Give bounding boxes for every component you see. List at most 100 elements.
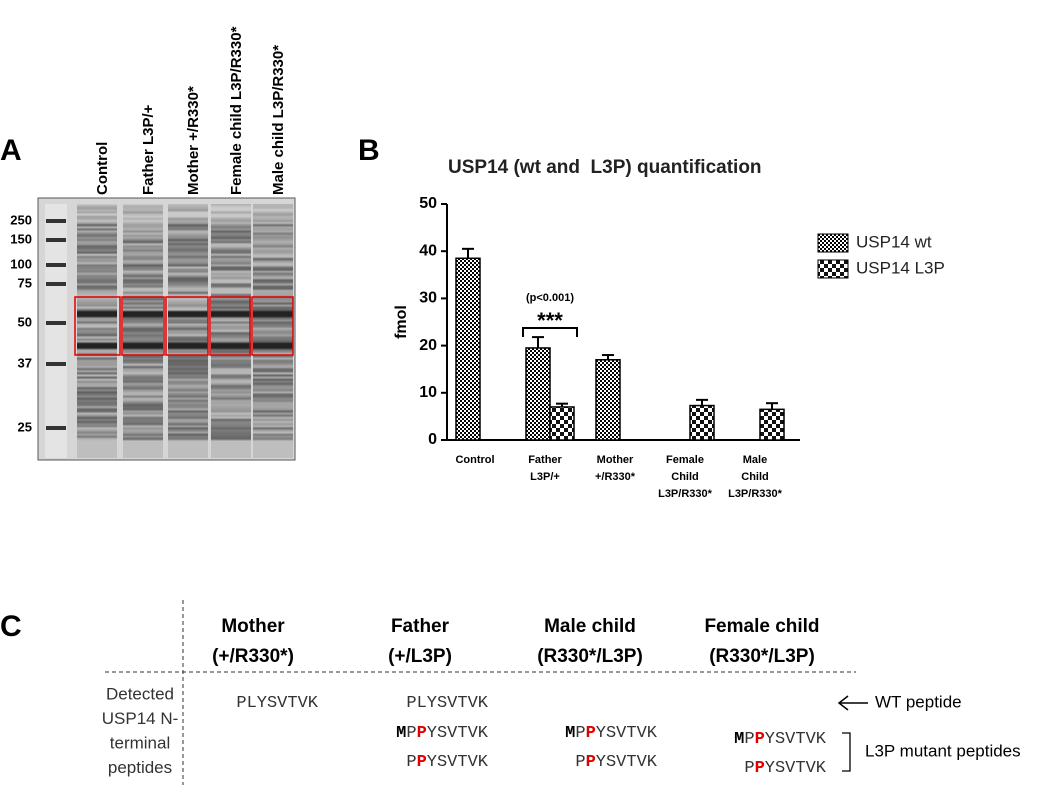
panel-label: A — [0, 134, 22, 167]
peptide: PPYSVTVK — [744, 759, 826, 778]
peptide-residue: P — [575, 753, 585, 772]
annotation: *** — [537, 308, 563, 333]
y-tick-label: 30 — [419, 290, 437, 307]
error-bar — [696, 398, 708, 406]
peptide-residue: P — [575, 724, 585, 743]
marker-band — [46, 219, 66, 223]
x-tick-label: Father — [528, 454, 562, 466]
peptide-residue: P — [586, 724, 596, 743]
marker-band — [46, 238, 66, 242]
marker-label: 150 — [10, 231, 32, 246]
gel-lane — [123, 204, 163, 458]
peptide-residue: M — [396, 724, 406, 743]
chart-title: USP14 (wt and L3P) quantification — [448, 157, 762, 178]
legend-swatch — [817, 233, 849, 253]
peptide-residue: YSVTVK — [427, 753, 489, 772]
lane-label: Control — [94, 142, 111, 195]
peptide-residue: P — [586, 753, 596, 772]
marker-band — [46, 263, 66, 267]
peptide-residue: YSVTVK — [765, 730, 827, 749]
peptide-residue: P — [406, 724, 416, 743]
gel-lane — [253, 204, 293, 458]
y-tick-label: 40 — [419, 242, 437, 259]
legend-swatch — [817, 259, 849, 279]
wt-arrowhead — [837, 695, 849, 711]
lane-label: Father L3P/+ — [140, 104, 157, 195]
error-bar — [532, 336, 544, 348]
marker-label: 37 — [18, 355, 32, 370]
x-tick-label: Female — [666, 454, 704, 466]
marker-label: 50 — [18, 314, 32, 329]
column-header: Female child — [704, 616, 819, 637]
gel-lane — [77, 204, 117, 458]
x-tick-label: Mother — [597, 454, 634, 466]
row-label: peptides — [108, 758, 172, 777]
x-tick-label: Male — [743, 454, 767, 466]
lane-label: Mother +/R330* — [185, 86, 202, 195]
error-bar — [602, 354, 614, 360]
marker-band — [46, 321, 66, 325]
peptide-residue: P — [744, 730, 754, 749]
peptide-residue: YSVTVK — [427, 724, 489, 743]
peptide: PLYSVTVK — [236, 694, 318, 713]
x-tick-label: Control — [455, 454, 494, 466]
region-box — [165, 296, 209, 356]
legend-label: USP14 L3P — [856, 258, 945, 277]
peptide-residue: PLYSVTVK — [236, 694, 318, 713]
y-tick-label: 0 — [428, 431, 437, 448]
y-tick-label: 50 — [419, 195, 437, 212]
significance-bracket — [522, 327, 578, 337]
peptide-residue: P — [755, 759, 765, 778]
peptide: MPPYSVTVK — [565, 724, 658, 743]
column-header: Mother — [221, 616, 285, 637]
region-box — [209, 296, 251, 356]
marker-label: 100 — [10, 256, 32, 271]
marker-label: 75 — [18, 275, 32, 290]
bar — [689, 404, 715, 441]
x-tick-label: +/R330* — [595, 471, 636, 483]
peptide-residue: P — [406, 753, 416, 772]
gel-lane — [168, 204, 208, 458]
column-header: Father — [391, 616, 450, 637]
panel-label: C — [0, 610, 22, 643]
error-bar — [556, 402, 568, 407]
row-label: USP14 N- — [102, 709, 179, 728]
x-tick-label: L3P/R330* — [728, 488, 783, 500]
x-tick-label: L3P/+ — [530, 471, 560, 483]
marker-band — [46, 426, 66, 430]
marker-band — [46, 282, 66, 286]
annotation: (p<0.001) — [526, 292, 574, 304]
column-header: (R330*/L3P) — [709, 646, 815, 667]
region-box — [121, 296, 165, 356]
peptide: MPPYSVTVK — [396, 724, 489, 743]
row-label: Detected — [106, 684, 174, 703]
marker-lane — [45, 204, 67, 458]
marker-band — [46, 362, 66, 366]
wt-note: WT peptide — [875, 692, 962, 711]
peptide: PPYSVTVK — [406, 753, 488, 772]
peptide-residue: M — [565, 724, 575, 743]
peptide-residue: YSVTVK — [596, 753, 658, 772]
column-header: (+/L3P) — [388, 646, 452, 667]
error-bar — [462, 247, 474, 259]
peptide-residue: P — [755, 730, 765, 749]
y-tick-label: 10 — [419, 384, 437, 401]
peptide: MPPYSVTVK — [734, 730, 827, 749]
region-box — [74, 296, 121, 356]
peptide-residue: M — [734, 730, 744, 749]
gel-lane — [211, 204, 251, 458]
peptide-residue: P — [744, 759, 754, 778]
peptide: PLYSVTVK — [406, 694, 488, 713]
x-tick-label: Child — [741, 471, 769, 483]
lane-label: Male child L3P/R330* — [270, 45, 287, 195]
bar — [595, 359, 621, 441]
y-tick-label: 20 — [419, 337, 437, 354]
y-axis-label: fmol — [393, 305, 410, 339]
bar — [759, 408, 785, 441]
mutant-bracket — [842, 732, 851, 772]
error-bar — [766, 402, 778, 410]
peptide-residue: YSVTVK — [596, 724, 658, 743]
x-tick-label: Child — [671, 471, 699, 483]
